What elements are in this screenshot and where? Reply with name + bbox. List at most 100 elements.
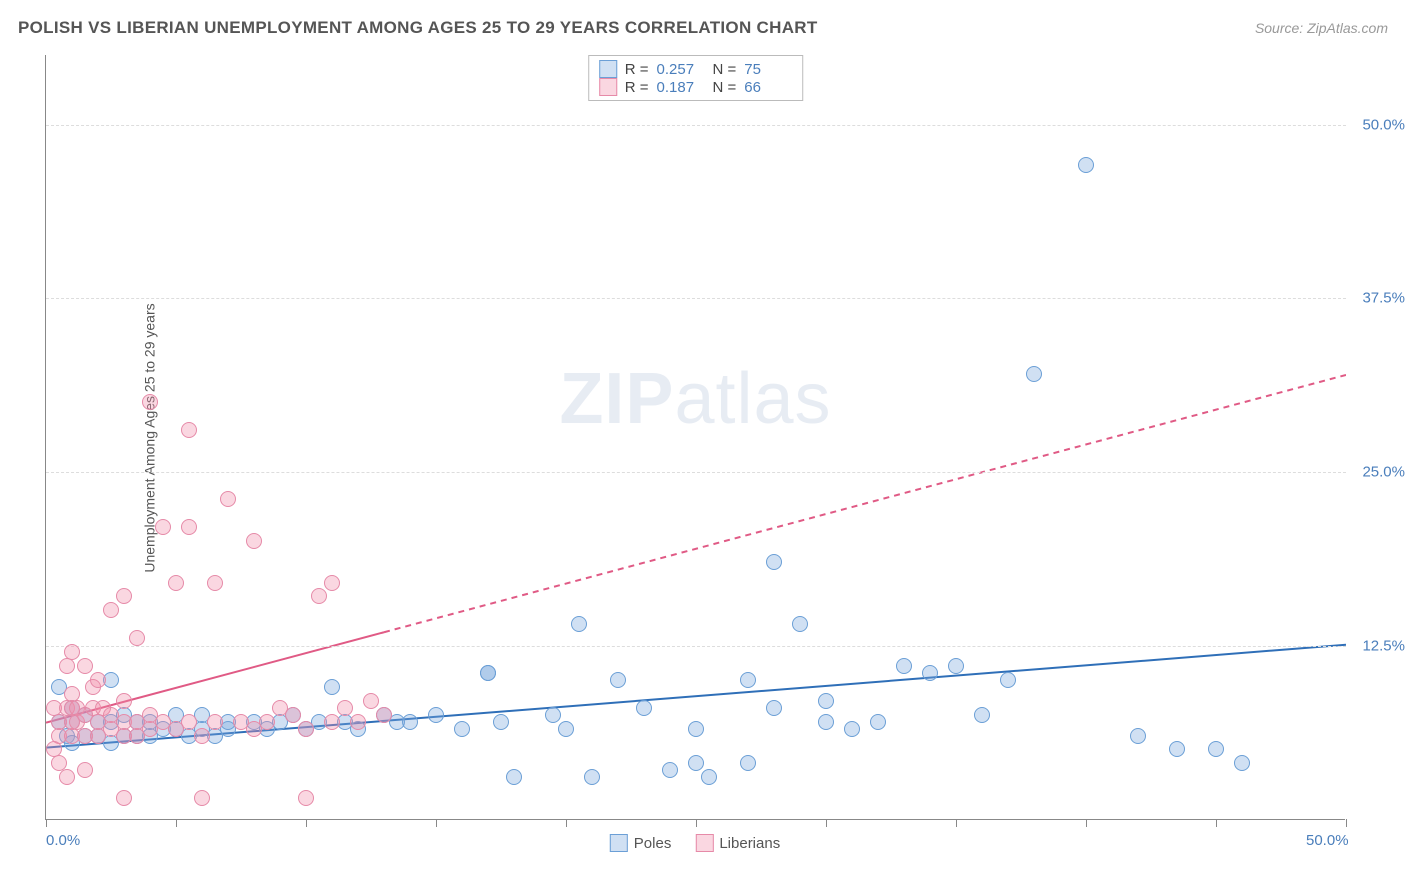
- data-point: [1026, 366, 1042, 382]
- r-value-poles: 0.257: [657, 61, 705, 78]
- data-point: [948, 658, 964, 674]
- data-point: [90, 672, 106, 688]
- data-point: [740, 755, 756, 771]
- data-point: [324, 714, 340, 730]
- data-point: [181, 519, 197, 535]
- data-point: [194, 728, 210, 744]
- y-tick-label: 50.0%: [1362, 116, 1405, 133]
- bottom-legend: Poles Liberians: [610, 834, 780, 852]
- y-tick-label: 12.5%: [1362, 638, 1405, 655]
- data-point: [701, 769, 717, 785]
- data-point: [350, 714, 366, 730]
- watermark: ZIPatlas: [559, 358, 831, 440]
- data-point: [740, 672, 756, 688]
- data-point: [454, 721, 470, 737]
- data-point: [116, 790, 132, 806]
- r-value-liberians: 0.187: [657, 79, 705, 96]
- data-point: [558, 721, 574, 737]
- data-point: [59, 658, 75, 674]
- data-point: [324, 679, 340, 695]
- y-tick-label: 25.0%: [1362, 464, 1405, 481]
- r-label: R =: [625, 79, 649, 96]
- data-point: [1000, 672, 1016, 688]
- data-point: [324, 575, 340, 591]
- data-point: [363, 693, 379, 709]
- data-point: [584, 769, 600, 785]
- data-point: [428, 707, 444, 723]
- data-point: [207, 714, 223, 730]
- data-point: [688, 755, 704, 771]
- legend-swatch-poles: [610, 834, 628, 852]
- stats-row-poles: R = 0.257 N = 75: [599, 60, 793, 78]
- data-point: [766, 700, 782, 716]
- data-point: [64, 644, 80, 660]
- data-point: [571, 616, 587, 632]
- data-point: [298, 721, 314, 737]
- swatch-liberians: [599, 78, 617, 96]
- x-tick: [1086, 819, 1087, 827]
- data-point: [298, 790, 314, 806]
- n-value-poles: 75: [744, 61, 792, 78]
- data-point: [922, 665, 938, 681]
- stats-legend: R = 0.257 N = 75 R = 0.187 N = 66: [588, 55, 804, 101]
- x-tick-label: 50.0%: [1306, 832, 1349, 849]
- x-tick: [696, 819, 697, 827]
- data-point: [142, 394, 158, 410]
- x-tick: [46, 819, 47, 827]
- data-point: [285, 707, 301, 723]
- data-point: [610, 672, 626, 688]
- x-tick: [436, 819, 437, 827]
- legend-item-poles: Poles: [610, 834, 672, 852]
- chart-area: Unemployment Among Ages 25 to 29 years Z…: [45, 55, 1345, 820]
- data-point: [792, 616, 808, 632]
- data-point: [168, 575, 184, 591]
- gridline: [46, 125, 1346, 126]
- data-point: [246, 533, 262, 549]
- data-point: [116, 693, 132, 709]
- legend-label-poles: Poles: [634, 835, 672, 852]
- legend-swatch-liberians: [695, 834, 713, 852]
- legend-label-liberians: Liberians: [719, 835, 780, 852]
- x-tick: [956, 819, 957, 827]
- chart-title: POLISH VS LIBERIAN UNEMPLOYMENT AMONG AG…: [18, 18, 818, 38]
- plot-region: ZIPatlas R = 0.257 N = 75 R = 0.187 N = …: [45, 55, 1345, 820]
- swatch-poles: [599, 60, 617, 78]
- data-point: [337, 700, 353, 716]
- n-value-liberians: 66: [744, 79, 792, 96]
- data-point: [662, 762, 678, 778]
- data-point: [636, 700, 652, 716]
- data-point: [896, 658, 912, 674]
- gridline: [46, 472, 1346, 473]
- source-label: Source: ZipAtlas.com: [1255, 20, 1388, 36]
- data-point: [1169, 741, 1185, 757]
- n-label: N =: [713, 61, 737, 78]
- data-point: [1208, 741, 1224, 757]
- legend-item-liberians: Liberians: [695, 834, 780, 852]
- data-point: [1234, 755, 1250, 771]
- data-point: [129, 630, 145, 646]
- y-tick-label: 37.5%: [1362, 290, 1405, 307]
- x-tick: [1216, 819, 1217, 827]
- r-label: R =: [625, 61, 649, 78]
- data-point: [480, 665, 496, 681]
- x-tick: [1346, 819, 1347, 827]
- data-point: [77, 658, 93, 674]
- data-point: [155, 519, 171, 535]
- data-point: [870, 714, 886, 730]
- n-label: N =: [713, 79, 737, 96]
- data-point: [59, 769, 75, 785]
- data-point: [103, 602, 119, 618]
- data-point: [402, 714, 418, 730]
- data-point: [311, 588, 327, 604]
- data-point: [181, 714, 197, 730]
- data-point: [376, 707, 392, 723]
- stats-row-liberians: R = 0.187 N = 66: [599, 78, 793, 96]
- data-point: [181, 422, 197, 438]
- data-point: [506, 769, 522, 785]
- data-point: [207, 575, 223, 591]
- data-point: [1078, 157, 1094, 173]
- data-point: [844, 721, 860, 737]
- data-point: [77, 762, 93, 778]
- gridline: [46, 298, 1346, 299]
- x-tick-label: 0.0%: [46, 832, 80, 849]
